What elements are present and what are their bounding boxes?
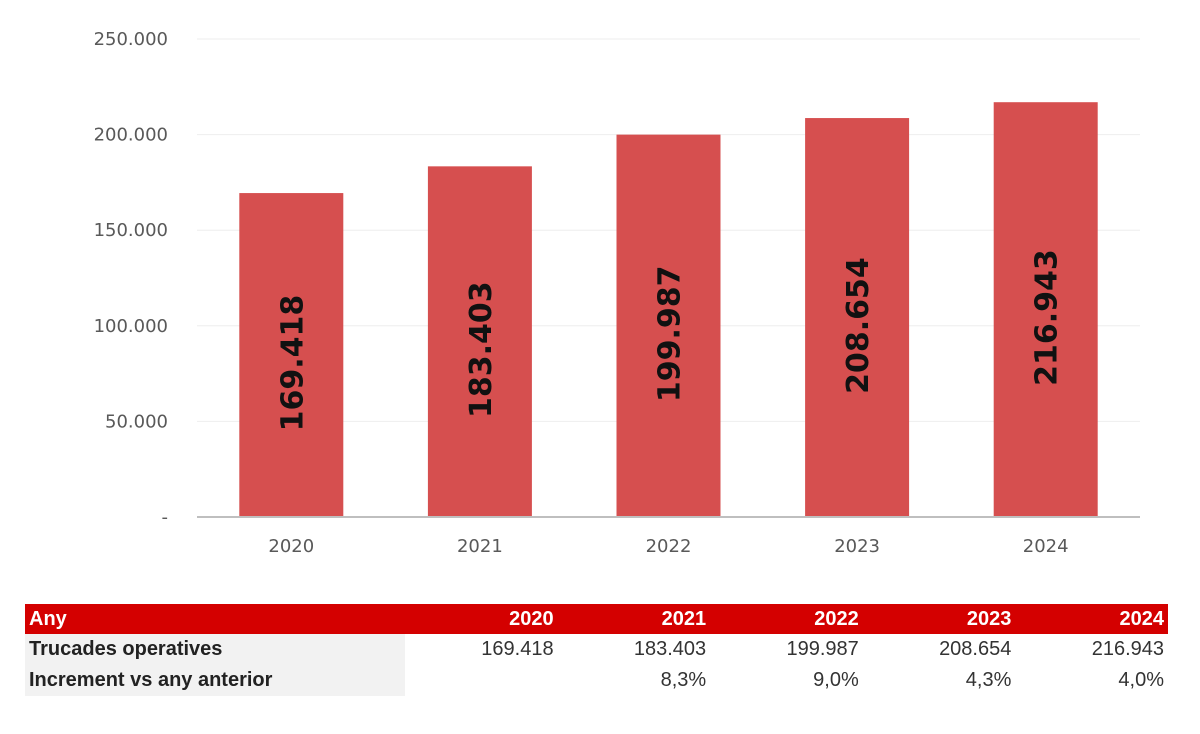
y-tick-label: 100.000 <box>94 316 168 337</box>
y-tick-label: 50.000 <box>105 411 168 432</box>
x-tick-label: 2022 <box>646 536 692 557</box>
header-year: 2022 <box>710 604 863 634</box>
header-year: 2024 <box>1015 604 1168 634</box>
table-header-row: Any 2020 2021 2022 2023 2024 <box>25 604 1168 634</box>
y-tick-label: 250.000 <box>94 29 168 50</box>
bar-data-label: 199.987 <box>653 265 688 402</box>
bar <box>616 134 721 517</box>
x-tick-label: 2020 <box>268 536 314 557</box>
table-cell: 199.987 <box>786 638 859 660</box>
bar <box>239 193 344 517</box>
header-year: 2021 <box>557 604 711 634</box>
bar <box>993 102 1098 517</box>
chart-canvas: - 50.000 100.000 150.000 200.000 250.000 169.4… <box>94 29 1140 557</box>
header-label: Any <box>25 604 405 634</box>
x-tick-label: 2024 <box>1023 536 1069 557</box>
row-label: Increment vs any anterior <box>25 665 405 696</box>
y-tick-label: 150.000 <box>94 220 168 241</box>
table-row: Increment vs any anterior 8,3% 9,0% 4,3%… <box>25 665 1168 696</box>
header-year: 2023 <box>862 604 1016 634</box>
bar <box>427 166 532 517</box>
table-cell: 183.403 <box>633 638 707 660</box>
bar-data-label: 208.654 <box>841 257 876 394</box>
table-cell: 8,3% <box>660 669 707 691</box>
table-cell: 4,3% <box>965 669 1012 691</box>
data-table: Any 2020 2021 2022 2023 2024 Trucades op… <box>25 604 1168 696</box>
table-cell: 169.418 <box>481 638 554 660</box>
bar-data-label: 169.418 <box>275 295 310 432</box>
bar-data-label: 183.403 <box>464 281 499 418</box>
table-row: Trucades operatives 169.418 183.403 199.… <box>25 634 1168 665</box>
bar-chart: - 50.000 100.000 150.000 200.000 250.000 169.4… <box>94 29 1140 557</box>
x-tick-label: 2021 <box>457 536 503 557</box>
table-cell <box>405 665 558 696</box>
table-cell: 208.654 <box>939 638 1012 660</box>
bar <box>805 118 910 517</box>
table-cell: 216.943 <box>1091 638 1164 660</box>
row-label: Trucades operatives <box>25 634 405 665</box>
header-year: 2020 <box>404 604 558 634</box>
x-tick-label: 2023 <box>834 536 880 557</box>
table-cell: 9,0% <box>813 669 859 691</box>
y-tick-label: 200.000 <box>94 125 168 146</box>
y-tick-label: - <box>162 507 169 528</box>
bar-data-label: 216.943 <box>1030 249 1065 386</box>
table-cell: 4,0% <box>1118 669 1164 691</box>
